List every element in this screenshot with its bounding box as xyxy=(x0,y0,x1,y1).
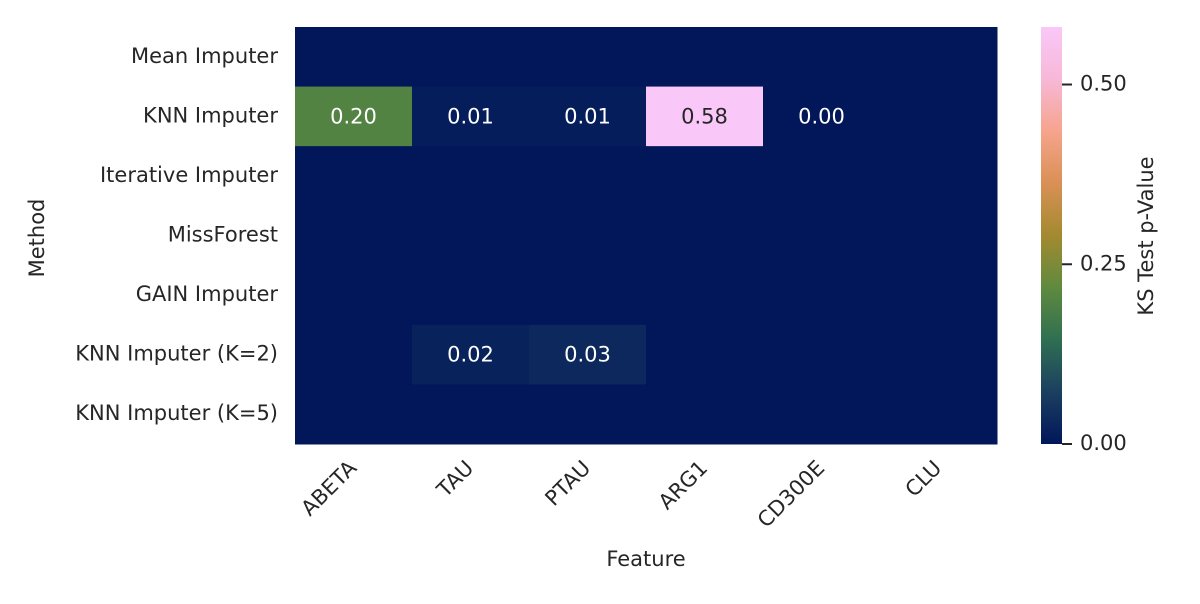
heatmap-cell xyxy=(412,27,530,88)
x-tick-label: TAU xyxy=(432,456,479,503)
heatmap-cell xyxy=(646,205,764,266)
y-tick-label: KNN Imputer xyxy=(143,103,278,127)
y-axis-label: Method xyxy=(25,199,49,278)
heatmap-cell xyxy=(646,27,764,88)
cell-label: 0.58 xyxy=(681,104,728,128)
heatmap-cell xyxy=(646,265,764,326)
y-tick-label: KNN Imputer (K=2) xyxy=(75,342,278,366)
heatmap-cell xyxy=(880,86,998,147)
heatmap-cell xyxy=(763,384,881,445)
colorbar-tick-label: 0.00 xyxy=(1080,431,1127,455)
cell-label: 0.03 xyxy=(564,343,611,367)
heatmap-cell xyxy=(646,324,764,385)
heatmap-cell xyxy=(529,86,647,147)
heatmap-cell xyxy=(295,27,413,88)
x-tick-label: PTAU xyxy=(540,456,595,511)
y-tick-label: Mean Imputer xyxy=(131,44,278,68)
heatmap-cell xyxy=(880,384,998,445)
heatmap-cell xyxy=(880,324,998,385)
y-tick-label: GAIN Imputer xyxy=(136,282,279,306)
cell-label: 0.01 xyxy=(447,104,494,128)
y-tick-label: MissForest xyxy=(168,223,278,247)
heatmap-cell xyxy=(529,205,647,266)
heatmap-cell xyxy=(880,205,998,266)
heatmap-cell xyxy=(646,384,764,445)
heatmap-cell xyxy=(529,146,647,207)
heatmap-cell xyxy=(880,265,998,326)
heatmap-cell xyxy=(763,146,881,207)
heatmap-cell xyxy=(763,86,881,147)
heatmap-cell xyxy=(763,205,881,266)
x-tick-label: CLU xyxy=(901,456,947,502)
x-tick-label: ABETA xyxy=(297,455,362,520)
heatmap-cell xyxy=(880,27,998,88)
heatmap-cell xyxy=(412,384,530,445)
heatmap-cell xyxy=(295,324,413,385)
colorbar xyxy=(1041,27,1062,444)
heatmap-cell xyxy=(763,324,881,385)
heatmap-cell xyxy=(529,27,647,88)
heatmap-cell xyxy=(646,86,764,147)
colorbar-tick-label: 0.25 xyxy=(1080,251,1127,275)
y-tick-label: KNN Imputer (K=5) xyxy=(75,401,278,425)
cell-label: 0.01 xyxy=(564,104,611,128)
cell-label: 0.02 xyxy=(447,343,494,367)
x-tick-label: ARG1 xyxy=(654,456,712,514)
heatmap-cell xyxy=(295,205,413,266)
x-axis-label: Feature xyxy=(606,547,685,571)
heatmap-cell xyxy=(295,265,413,326)
heatmap-cell xyxy=(763,265,881,326)
heatmap-cell xyxy=(295,384,413,445)
heatmap-cell xyxy=(412,205,530,266)
heatmap-cell xyxy=(646,146,764,207)
heatmap-cell xyxy=(529,384,647,445)
heatmap-cell xyxy=(295,146,413,207)
cell-label: 0.00 xyxy=(798,104,845,128)
heatmap-cell xyxy=(529,265,647,326)
heatmap-cell xyxy=(412,86,530,147)
heatmap-cell xyxy=(880,146,998,207)
heatmap-cell xyxy=(529,324,647,385)
x-tick-label: CD300E xyxy=(753,456,830,533)
heatmap-cell xyxy=(412,146,530,207)
colorbar-label: KS Test p-Value xyxy=(1134,156,1158,315)
heatmap-cell xyxy=(295,86,413,147)
colorbar-tick-label: 0.50 xyxy=(1080,72,1127,96)
heatmap-cell xyxy=(763,27,881,88)
heatmap-cell xyxy=(412,324,530,385)
y-tick-label: Iterative Imputer xyxy=(100,163,278,187)
cell-label: 0.20 xyxy=(330,104,377,128)
heatmap-cell xyxy=(412,265,530,326)
